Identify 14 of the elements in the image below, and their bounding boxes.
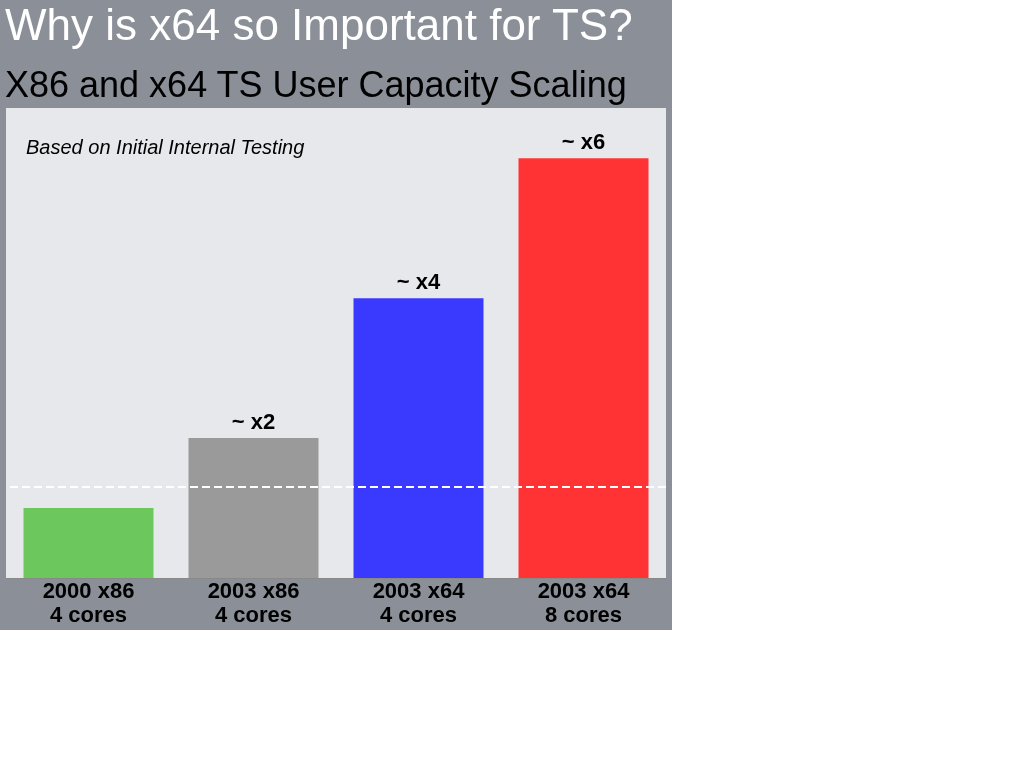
x-tick-label: 2003 x86 4 cores: [207, 577, 300, 627]
chart-title: Why is x64 so Important for TS?: [5, 0, 633, 49]
text: Based on Initial Internal Testing: [26, 136, 305, 158]
bar: [353, 298, 484, 578]
data-label: ~ x6: [561, 129, 606, 155]
data-label: ~ x2: [231, 409, 276, 435]
bar: [518, 158, 649, 578]
chart-subtitle: X86 and x64 TS User Capacity Scaling: [5, 64, 627, 105]
x-tick-label: 2000 x86 4 cores: [42, 577, 135, 627]
bar: [23, 508, 154, 578]
bar: [188, 438, 319, 578]
x-tick-label: 2003 x64 4 cores: [372, 577, 466, 627]
data-label: ~ x4: [396, 269, 441, 295]
x-tick-label: 2003 x64 8 cores: [537, 577, 631, 627]
